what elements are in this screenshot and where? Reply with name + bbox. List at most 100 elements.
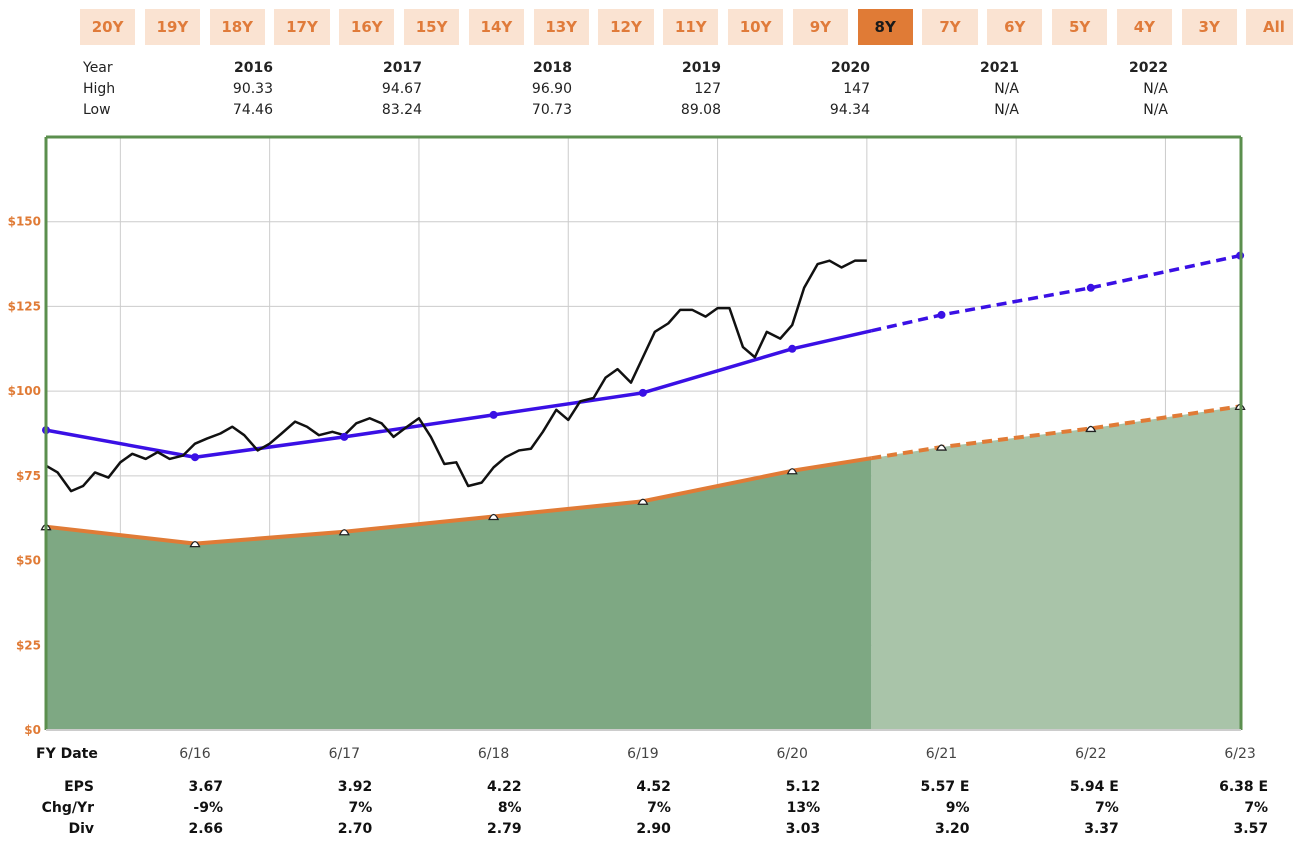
tab-12y[interactable]: 12Y — [598, 9, 654, 45]
normal-pe-point — [489, 410, 498, 419]
tab-8y[interactable]: 8Y — [857, 9, 913, 45]
normal-pe-point — [340, 432, 349, 441]
year-table-low-cell: 83.24 — [381, 102, 422, 118]
earnings-area — [46, 406, 1241, 730]
price-earnings-chart: $0 $25 $50 $75 $100 $125 $150 — [8, 135, 1246, 737]
fiscal-eps-cell: 3.67 — [188, 779, 223, 795]
fiscal-div-cell: 3.57 — [1233, 821, 1269, 837]
tab-14y[interactable]: 14Y — [468, 9, 524, 45]
year-table-low-cell: 74.46 — [232, 102, 273, 118]
year-table-high-cell: 96.90 — [531, 81, 572, 97]
fiscal-chg-cell: 7% — [348, 800, 373, 816]
earnings-point — [1085, 425, 1097, 433]
tab-17y[interactable]: 17Y — [274, 9, 330, 45]
year-row-label: Year — [83, 60, 113, 76]
earnings-line-estimate — [871, 404, 1241, 461]
fy-date-tick: 6/18 — [477, 746, 510, 762]
year-table-low-cell: N/A — [994, 102, 1019, 118]
earnings-area-historical — [46, 458, 872, 730]
earnings-point — [488, 513, 500, 521]
year-high-low-table: Year High Low 2016 90.33 74.46 2017 94.67 83.… — [0, 58, 1293, 120]
fiscal-chg-cell: 8% — [497, 800, 522, 816]
normal-pe-point — [191, 453, 199, 462]
tab-13y[interactable]: 13Y — [533, 9, 589, 45]
fiscal-div-cell: 2.90 — [636, 821, 671, 837]
fiscal-eps-cell: 4.52 — [636, 779, 671, 795]
tab-15y[interactable]: 15Y — [404, 9, 460, 45]
year-table-low-cell: 89.08 — [680, 102, 721, 118]
fy-date-label: FY Date — [36, 746, 98, 762]
year-table-high-cell: N/A — [994, 81, 1019, 97]
year-table-year-cell: 2018 — [533, 60, 572, 76]
fiscal-chg-cell: -9% — [193, 800, 223, 816]
tab-all[interactable]: All — [1246, 9, 1293, 45]
tab-3y[interactable]: 3Y — [1181, 9, 1237, 45]
year-table-high-cell: 90.33 — [232, 81, 273, 97]
earnings-point — [786, 468, 798, 475]
earnings-point — [637, 498, 649, 505]
tab-6y[interactable]: 6Y — [987, 9, 1043, 45]
tab-18y[interactable]: 18Y — [209, 9, 265, 45]
div-label: Div — [68, 821, 94, 837]
y-tick-label: $0 — [24, 723, 41, 737]
y-tick-label: $150 — [8, 215, 41, 229]
fy-date-tick: 6/22 — [1075, 746, 1107, 762]
y-tick-label: $75 — [16, 469, 41, 483]
tab-19y[interactable]: 19Y — [144, 9, 200, 45]
normal-pe-point — [638, 388, 647, 397]
y-tick-label: $25 — [16, 638, 41, 652]
year-table-year-cell: 2020 — [831, 60, 870, 76]
fiscal-div-cell: 2.66 — [188, 821, 223, 837]
fy-date-tick: 6/17 — [328, 746, 361, 762]
chart-frame — [44, 135, 1243, 731]
timeframe-tabs: 20Y 19Y 18Y 17Y 16Y 15Y 14Y 13Y 12Y 11Y 10Y 9Y 8Y 7Y 6… — [80, 9, 1293, 45]
fiscal-div-cell: 2.79 — [487, 821, 522, 837]
tab-16y[interactable]: 16Y — [339, 9, 395, 45]
tab-5y[interactable]: 5Y — [1052, 9, 1108, 45]
chg-yr-label: Chg/Yr — [41, 800, 94, 816]
year-table-high-cell: 127 — [694, 81, 721, 97]
fiscal-eps-cell: 4.22 — [487, 779, 522, 795]
fy-date-tick: 6/21 — [925, 746, 958, 762]
fy-date-tick: 6/20 — [776, 746, 808, 762]
year-table-year-cell: 2017 — [383, 60, 422, 76]
tab-11y[interactable]: 11Y — [663, 9, 719, 45]
fiscal-div-cell: 3.03 — [785, 821, 821, 837]
fiscal-chg-cell: 9% — [945, 800, 970, 816]
y-tick-label: $50 — [16, 554, 41, 568]
y-axis: $0 $25 $50 $75 $100 $125 $150 — [8, 215, 41, 737]
year-table-year-cell: 2016 — [234, 60, 273, 76]
year-table-high-cell: 147 — [843, 81, 870, 97]
normal-pe-line-estimate — [870, 253, 1241, 333]
fiscal-chg-cell: 7% — [1095, 800, 1119, 816]
fiscal-chg-cell: 7% — [647, 800, 671, 816]
tab-10y[interactable]: 10Y — [728, 9, 784, 45]
year-table-low-cell: 94.34 — [829, 102, 870, 118]
price-line — [45, 259, 867, 493]
year-table-year-cell: 2022 — [1129, 60, 1168, 76]
earnings-point — [935, 444, 948, 451]
earnings-point — [189, 541, 201, 548]
tab-4y[interactable]: 4Y — [1116, 9, 1172, 45]
fiscal-eps-cell: 5.57 E — [920, 779, 970, 795]
earnings-point — [338, 529, 350, 536]
normal-pe-point — [1086, 283, 1095, 292]
fiscal-eps-cell: 5.94 E — [1069, 779, 1119, 795]
normal-pe-point — [788, 344, 797, 353]
fy-date-tick: 6/16 — [179, 746, 211, 762]
low-row-label: Low — [83, 102, 111, 118]
high-row-label: High — [83, 81, 116, 97]
tab-7y[interactable]: 7Y — [922, 9, 978, 45]
year-table-low-cell: N/A — [1143, 102, 1168, 118]
tab-9y[interactable]: 9Y — [792, 9, 848, 45]
year-table-high-cell: 94.67 — [381, 81, 422, 97]
fiscal-eps-cell: 5.12 — [785, 779, 821, 795]
fiscal-eps-cell: 6.38 E — [1219, 779, 1269, 795]
fiscal-eps-cell: 3.92 — [337, 779, 373, 795]
fiscal-div-cell: 3.37 — [1084, 821, 1119, 837]
earnings-area-estimate — [871, 406, 1241, 730]
tab-20y[interactable]: 20Y — [80, 9, 136, 45]
year-table-high-cell: N/A — [1143, 81, 1168, 97]
year-table-year-cell: 2019 — [682, 60, 721, 76]
year-table-low-cell: 70.73 — [531, 102, 572, 118]
